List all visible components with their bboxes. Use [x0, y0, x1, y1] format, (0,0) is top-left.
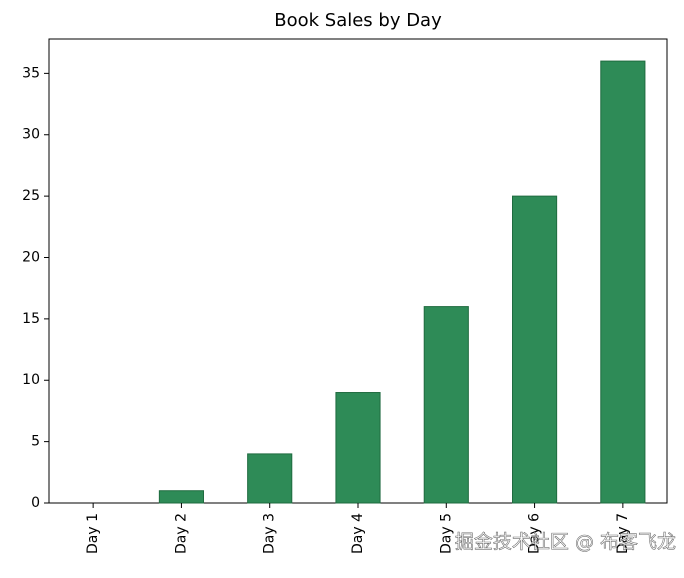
x-tick-label: Day 6 [527, 513, 543, 554]
bar [335, 392, 381, 504]
x-tick-label: Day 7 [615, 513, 631, 554]
chart-title: Book Sales by Day [274, 10, 442, 31]
x-tick-label: Day 2 [173, 513, 189, 554]
y-tick-label: 0 [31, 495, 40, 511]
y-tick-label: 35 [22, 65, 40, 81]
x-tick-label: Day 3 [262, 513, 278, 554]
y-tick-label: 20 [22, 249, 40, 265]
y-tick-label: 30 [22, 127, 40, 143]
bar [600, 60, 646, 504]
watermark: 掘金技术社区 @ 布客飞龙 [455, 531, 676, 553]
bar [158, 490, 205, 504]
y-tick-label: 15 [22, 311, 40, 327]
x-tick-label: Day 1 [85, 513, 101, 554]
x-tick-label: Day 5 [438, 513, 454, 554]
bar [247, 453, 293, 504]
x-tick-label: Day 4 [350, 513, 366, 554]
bar [423, 306, 469, 504]
bar [512, 195, 558, 504]
y-tick-label: 10 [22, 372, 40, 388]
y-tick-label: 5 [31, 434, 40, 450]
y-tick-label: 25 [22, 188, 40, 204]
